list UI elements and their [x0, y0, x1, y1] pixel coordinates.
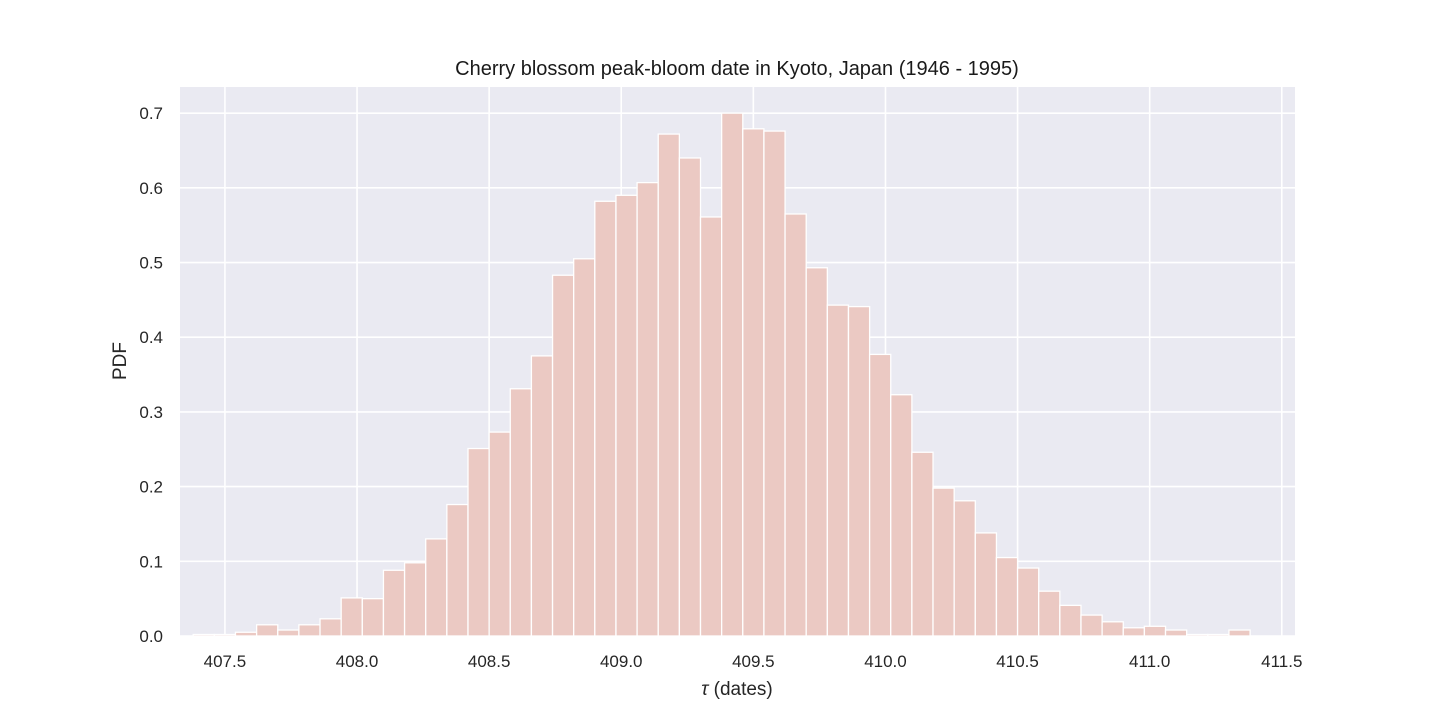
- x-axis-label-symbol: τ: [701, 679, 710, 700]
- histogram-bar: [277, 629, 300, 637]
- histogram-bar: [255, 624, 279, 637]
- x-axis-label: τ (dates): [701, 679, 773, 700]
- histogram-bar: [742, 128, 765, 637]
- y-axis-label: PDF: [110, 342, 131, 380]
- y-tick-label: 0.7: [139, 104, 163, 123]
- histogram-bar: [699, 216, 723, 637]
- histogram-bar: [1228, 629, 1251, 637]
- x-tick-label: 409.5: [732, 652, 775, 671]
- histogram-bar: [826, 304, 850, 637]
- histogram-bar: [953, 500, 976, 637]
- x-tick-label: 408.0: [336, 652, 379, 671]
- histogram-bar: [805, 267, 828, 637]
- histogram-bar: [530, 355, 554, 637]
- histogram-bar: [594, 200, 617, 637]
- histogram-bar: [192, 633, 215, 637]
- histogram-bar: [1080, 614, 1103, 637]
- histogram-bar: [1016, 567, 1040, 637]
- histogram-bars: [192, 112, 1251, 637]
- histogram-bar: [425, 538, 448, 637]
- histogram-bar: [763, 130, 786, 637]
- x-tick-label: 408.5: [468, 652, 511, 671]
- y-tick-label: 0.2: [139, 478, 163, 497]
- histogram-bar: [551, 274, 575, 637]
- y-tick-label: 0.6: [139, 179, 163, 198]
- y-tick-label: 0.4: [139, 328, 163, 347]
- histogram-bar: [1164, 629, 1188, 637]
- histogram-bar: [298, 624, 321, 637]
- histogram-bar: [1122, 627, 1146, 637]
- histogram-bar: [488, 431, 511, 637]
- histogram-bar: [573, 258, 596, 637]
- histogram-bar: [340, 597, 363, 637]
- histogram-bar: [446, 503, 469, 637]
- x-tick-label: 410.5: [996, 652, 1039, 671]
- histogram-bar: [784, 213, 807, 637]
- histogram-bar: [1186, 633, 1209, 637]
- histogram-bar: [213, 633, 237, 637]
- histogram-bar: [995, 556, 1019, 637]
- chart-title: Cherry blossom peak-bloom date in Kyoto,…: [455, 58, 1019, 80]
- histogram-bar: [1059, 604, 1082, 637]
- histogram-bar: [1143, 625, 1167, 637]
- histogram-bar: [615, 194, 638, 637]
- histogram-bar: [974, 532, 998, 637]
- histogram-bar: [890, 394, 913, 637]
- x-tick-label: 411.0: [1129, 652, 1170, 671]
- histogram-bar: [657, 133, 681, 637]
- histogram-bar: [636, 181, 659, 637]
- x-tick-label: 409.0: [600, 652, 643, 671]
- histogram-bar: [509, 388, 533, 637]
- histogram-bar: [234, 631, 258, 637]
- x-tick-label: 411.5: [1261, 652, 1302, 671]
- y-tick-label: 0.5: [139, 254, 163, 273]
- histogram-bar: [720, 112, 744, 637]
- axis-ticks: 407.5 408.0 408.5 409.0 409.5 410.0 410.5 411.0…: [139, 104, 1302, 671]
- histogram-bar: [1038, 590, 1061, 637]
- histogram-bar: [467, 447, 490, 637]
- histogram-bar: [361, 598, 385, 637]
- histogram-bar: [382, 569, 406, 637]
- histogram-bar: [319, 618, 342, 637]
- x-tick-label: 410.0: [864, 652, 907, 671]
- histogram-bar: [932, 487, 955, 637]
- histogram-bar: [403, 562, 427, 637]
- histogram-bar: [847, 305, 871, 637]
- y-tick-label: 0.1: [139, 552, 163, 571]
- y-tick-label: 0.0: [139, 627, 163, 646]
- x-tick-label: 407.5: [204, 652, 247, 671]
- x-axis-label-text: (dates): [708, 679, 772, 700]
- y-tick-label: 0.3: [139, 403, 163, 422]
- histogram-bar: [911, 451, 934, 637]
- histogram-bar: [1207, 633, 1230, 637]
- histogram-bar: [678, 157, 702, 637]
- histogram-bar: [1101, 621, 1124, 637]
- histogram-bar: [868, 353, 892, 637]
